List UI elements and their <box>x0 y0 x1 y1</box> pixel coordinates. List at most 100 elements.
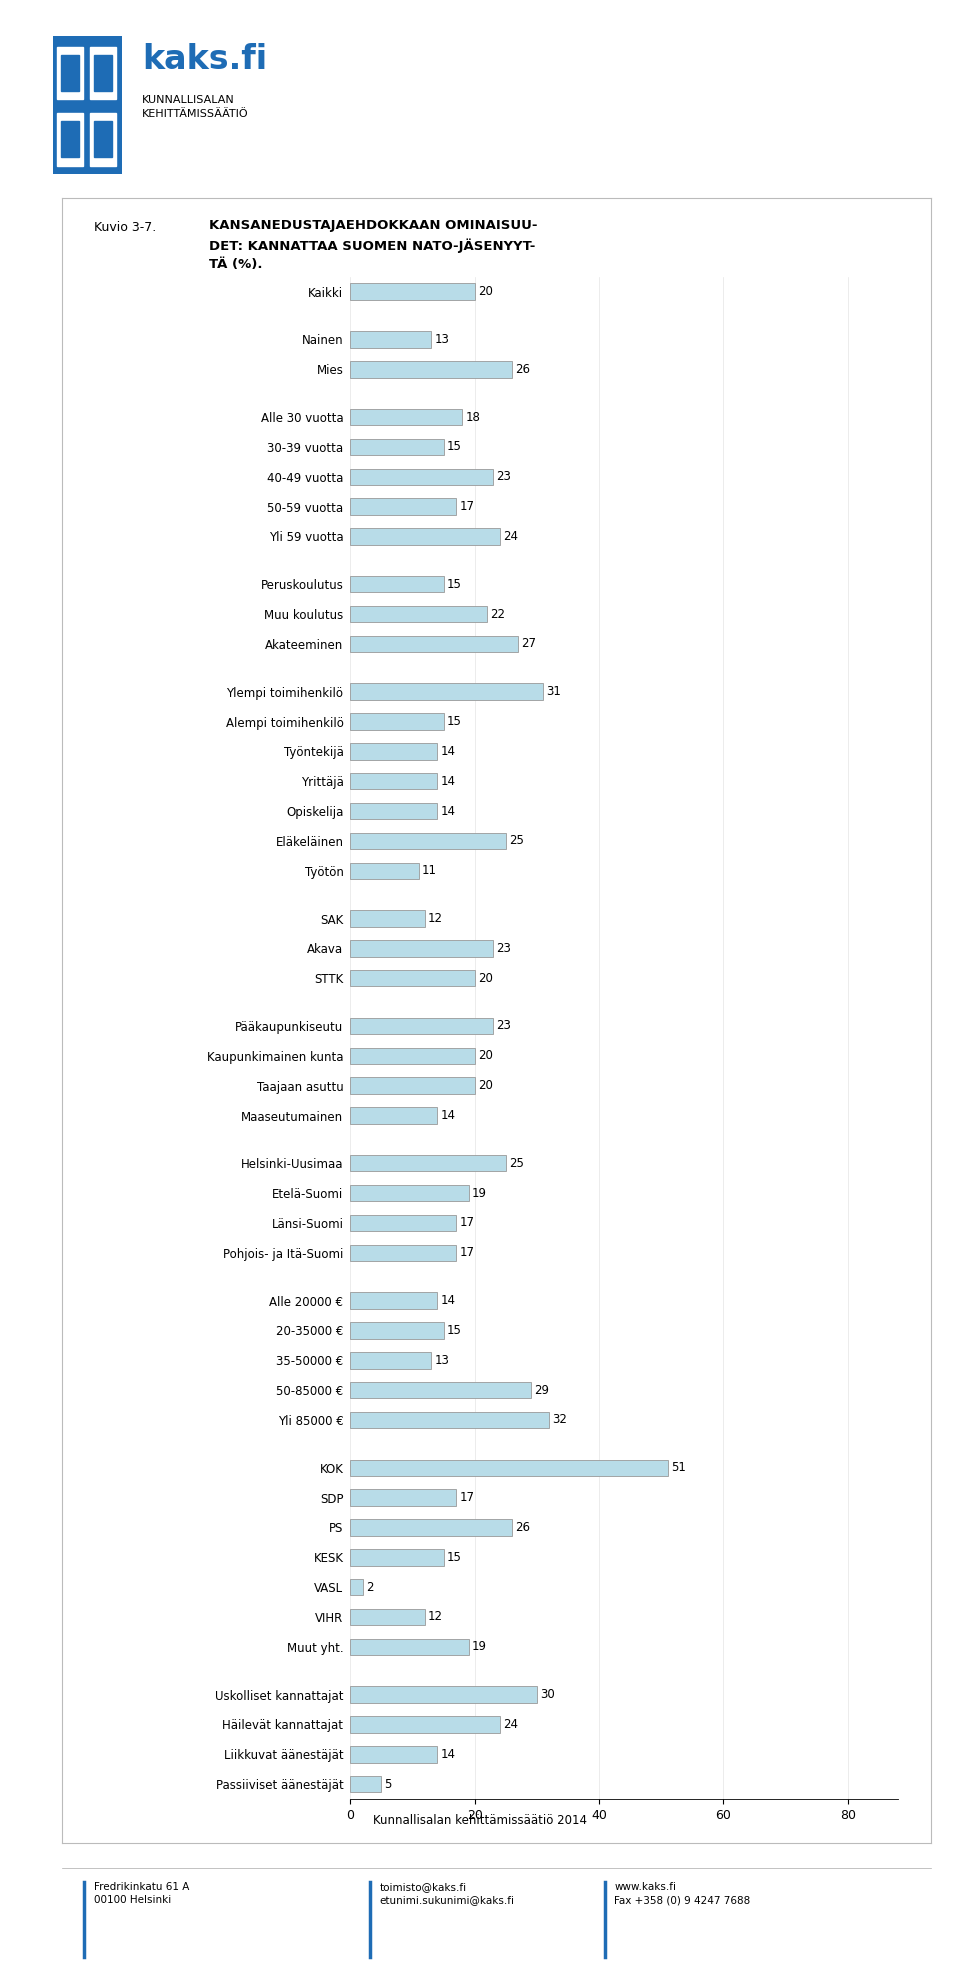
Bar <box>350 1184 468 1202</box>
Text: 11: 11 <box>421 864 437 878</box>
Text: 20: 20 <box>478 1079 492 1091</box>
Bar <box>350 1293 438 1309</box>
Text: 15: 15 <box>446 1550 462 1564</box>
Text: 26: 26 <box>516 1520 530 1534</box>
Bar <box>350 498 456 514</box>
Text: 25: 25 <box>509 834 524 848</box>
Text: 23: 23 <box>496 1020 512 1032</box>
Text: 32: 32 <box>553 1414 567 1427</box>
Bar <box>350 605 487 623</box>
Bar <box>350 1155 506 1172</box>
Bar <box>350 1489 456 1506</box>
Bar <box>350 1716 499 1732</box>
Text: KANSANEDUSTAJAEHDOKKAAN OMINAISUU-
DET: KANNATTAA SUOMEN NATO-JÄSENYYT-
TÄ (%).: KANSANEDUSTAJAEHDOKKAAN OMINAISUU- DET: … <box>209 219 538 271</box>
Text: Kuvio 3-7.: Kuvio 3-7. <box>94 221 156 235</box>
Text: 24: 24 <box>503 1718 517 1732</box>
Bar <box>350 1609 425 1625</box>
Bar <box>350 528 499 546</box>
Text: 15: 15 <box>446 577 462 591</box>
Text: 19: 19 <box>471 1641 487 1653</box>
Bar <box>94 121 112 158</box>
Text: 14: 14 <box>441 745 456 757</box>
Bar <box>57 113 84 166</box>
Bar <box>350 803 438 818</box>
Bar <box>350 1352 431 1368</box>
Bar <box>350 283 475 301</box>
Bar <box>350 575 444 593</box>
Bar <box>350 469 493 484</box>
Text: 15: 15 <box>446 716 462 728</box>
Bar <box>350 1323 444 1338</box>
Bar <box>350 909 425 927</box>
Bar <box>350 941 493 957</box>
Text: 13: 13 <box>434 1354 449 1366</box>
Text: 24: 24 <box>503 530 517 544</box>
Text: 2: 2 <box>366 1582 373 1593</box>
Bar <box>350 1686 537 1702</box>
Bar <box>350 862 419 880</box>
Bar <box>350 1077 475 1093</box>
Text: 12: 12 <box>428 1611 444 1623</box>
Text: 14: 14 <box>441 1295 456 1307</box>
Bar <box>350 1412 549 1427</box>
Bar <box>350 637 518 652</box>
Text: 14: 14 <box>441 775 456 787</box>
Bar <box>350 332 431 348</box>
Bar <box>350 1246 456 1261</box>
Bar <box>350 714 444 730</box>
Bar <box>350 1639 468 1655</box>
Bar <box>57 47 84 99</box>
Text: 18: 18 <box>466 411 480 423</box>
Bar <box>350 832 506 850</box>
Text: 20: 20 <box>478 1050 492 1062</box>
Bar <box>90 113 116 166</box>
Text: 23: 23 <box>496 941 512 955</box>
Text: 17: 17 <box>459 1491 474 1504</box>
Text: 12: 12 <box>428 911 444 925</box>
Bar <box>94 55 112 91</box>
Text: 25: 25 <box>509 1157 524 1170</box>
Bar <box>350 1550 444 1566</box>
Bar <box>350 743 438 759</box>
Bar <box>350 773 438 789</box>
Bar <box>350 1107 438 1123</box>
Text: 14: 14 <box>441 1109 456 1123</box>
Text: Kunnallisalan kehittämissäätiö 2014: Kunnallisalan kehittämissäätiö 2014 <box>373 1813 587 1827</box>
Bar <box>350 1518 512 1536</box>
Text: 51: 51 <box>671 1461 685 1475</box>
Text: 29: 29 <box>534 1384 549 1396</box>
Text: KUNNALLISALAN
KEHITTÄMISSÄÄTIÖ: KUNNALLISALAN KEHITTÄMISSÄÄTIÖ <box>142 95 249 119</box>
Bar <box>61 121 79 158</box>
Bar <box>350 1048 475 1064</box>
Text: 23: 23 <box>496 471 512 482</box>
Bar <box>350 409 463 425</box>
Bar <box>350 362 512 378</box>
Text: 30: 30 <box>540 1688 555 1700</box>
Text: 17: 17 <box>459 1216 474 1230</box>
Bar <box>350 1459 667 1477</box>
Bar <box>350 971 475 987</box>
Text: 26: 26 <box>516 364 530 376</box>
Text: 15: 15 <box>446 441 462 453</box>
Bar <box>350 1746 438 1763</box>
Bar <box>350 1775 381 1793</box>
Text: 17: 17 <box>459 1246 474 1259</box>
Text: kaks.fi: kaks.fi <box>142 43 267 77</box>
Text: 13: 13 <box>434 332 449 346</box>
Text: 22: 22 <box>491 607 505 621</box>
Text: 15: 15 <box>446 1325 462 1336</box>
Bar <box>61 55 79 91</box>
Bar <box>90 47 116 99</box>
Text: 27: 27 <box>521 637 537 650</box>
Text: 14: 14 <box>441 805 456 818</box>
Text: 31: 31 <box>546 686 562 698</box>
Bar <box>350 684 543 700</box>
Text: 19: 19 <box>471 1186 487 1200</box>
Text: toimisto@kaks.fi
etunimi.sukunimi@kaks.fi: toimisto@kaks.fi etunimi.sukunimi@kaks.f… <box>379 1882 515 1906</box>
Bar <box>350 439 444 455</box>
Text: 14: 14 <box>441 1748 456 1762</box>
Text: 20: 20 <box>478 285 492 299</box>
Bar <box>350 1018 493 1034</box>
Bar <box>350 1382 531 1398</box>
Bar <box>350 1580 363 1595</box>
